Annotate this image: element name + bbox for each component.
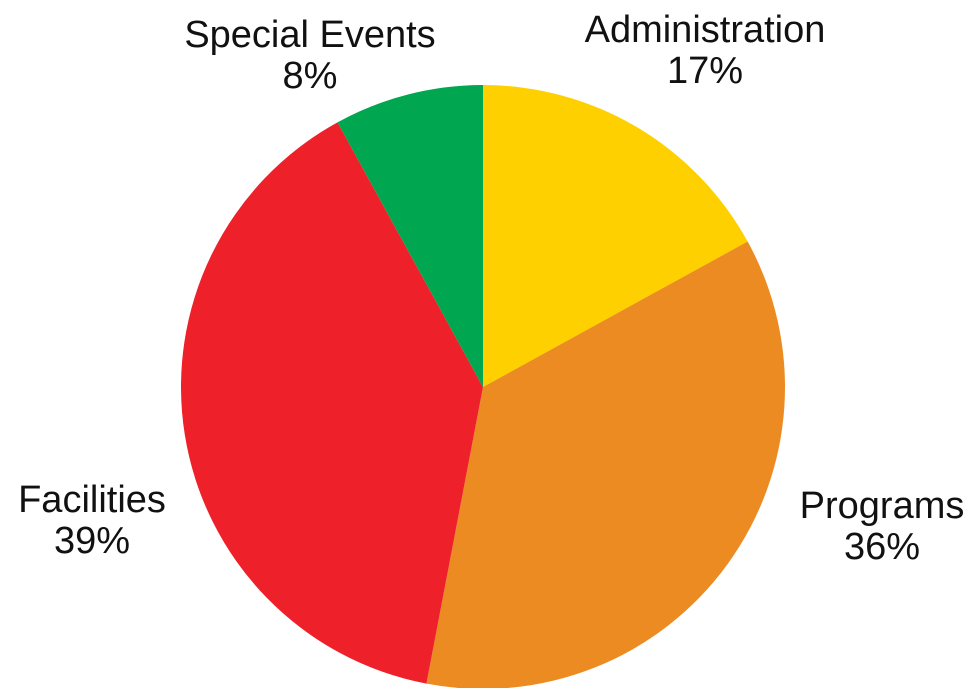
pie-slice-administration <box>483 85 748 387</box>
pie-slice-special-events <box>337 85 483 387</box>
slice-label-facilities: Facilities 39% <box>2 480 182 562</box>
slice-name-facilities: Facilities <box>18 479 166 521</box>
slice-name-administration: Administration <box>584 9 826 51</box>
slice-percent-special-events: 8% <box>282 55 338 97</box>
pie-slices <box>181 85 785 688</box>
slice-label-programs: Programs 36% <box>785 486 979 568</box>
slice-percent-programs: 36% <box>843 526 921 568</box>
slice-percent-facilities: 39% <box>53 520 131 562</box>
pie-slice-facilities <box>181 122 483 684</box>
slice-percent-administration: 17% <box>666 50 744 92</box>
slice-label-special-events: Special Events 8% <box>170 15 450 97</box>
slice-name-programs: Programs <box>799 485 965 527</box>
slice-name-special-events: Special Events <box>184 14 436 56</box>
slice-label-administration: Administration 17% <box>560 10 850 92</box>
pie-slice-programs <box>426 241 785 688</box>
